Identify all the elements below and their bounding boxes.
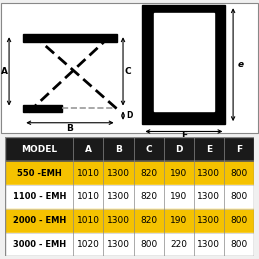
Text: 800: 800 (230, 240, 247, 249)
Text: 190: 190 (170, 192, 187, 201)
Bar (154, 13, 214, 111)
Text: F: F (181, 131, 187, 140)
Text: 550 -EMH: 550 -EMH (17, 169, 62, 177)
Text: MODEL: MODEL (21, 145, 57, 154)
Text: A: A (85, 145, 92, 154)
Text: 820: 820 (140, 169, 157, 177)
Text: 1300: 1300 (197, 216, 220, 225)
Text: 1300: 1300 (197, 192, 220, 201)
Text: 800: 800 (230, 216, 247, 225)
Text: 220: 220 (170, 240, 187, 249)
Text: 1010: 1010 (77, 216, 100, 225)
Text: C: C (145, 145, 152, 154)
Text: 1300: 1300 (197, 240, 220, 249)
Text: 820: 820 (140, 192, 157, 201)
Text: 1020: 1020 (77, 240, 100, 249)
Text: D: D (175, 145, 182, 154)
Text: 820: 820 (140, 216, 157, 225)
Text: 2000 - EMH: 2000 - EMH (13, 216, 66, 225)
Text: B: B (67, 124, 73, 133)
Bar (5, 209, 254, 233)
Bar (5, 161, 254, 185)
Text: B: B (115, 145, 122, 154)
Text: E: E (206, 145, 212, 154)
Text: 1100 - EMH: 1100 - EMH (13, 192, 66, 201)
Text: 1300: 1300 (107, 240, 130, 249)
Text: 1010: 1010 (77, 169, 100, 177)
Bar (23, 105, 62, 112)
Text: e: e (238, 60, 244, 69)
Text: 1300: 1300 (197, 169, 220, 177)
Text: D: D (126, 111, 133, 120)
Text: 1010: 1010 (77, 192, 100, 201)
Text: 190: 190 (170, 216, 187, 225)
Text: F: F (236, 145, 242, 154)
Text: 1300: 1300 (107, 192, 130, 201)
Bar (142, 5, 225, 124)
Text: 3000 - EMH: 3000 - EMH (13, 240, 66, 249)
Text: 1300: 1300 (107, 216, 130, 225)
Text: 800: 800 (230, 169, 247, 177)
Bar (5, 233, 254, 256)
Text: 190: 190 (170, 169, 187, 177)
Bar (5, 137, 254, 161)
Text: A: A (1, 67, 8, 76)
Bar (5, 185, 254, 209)
Bar (23, 34, 117, 42)
Text: 800: 800 (140, 240, 157, 249)
Text: 1300: 1300 (107, 169, 130, 177)
Text: 800: 800 (230, 192, 247, 201)
Text: C: C (125, 67, 132, 76)
